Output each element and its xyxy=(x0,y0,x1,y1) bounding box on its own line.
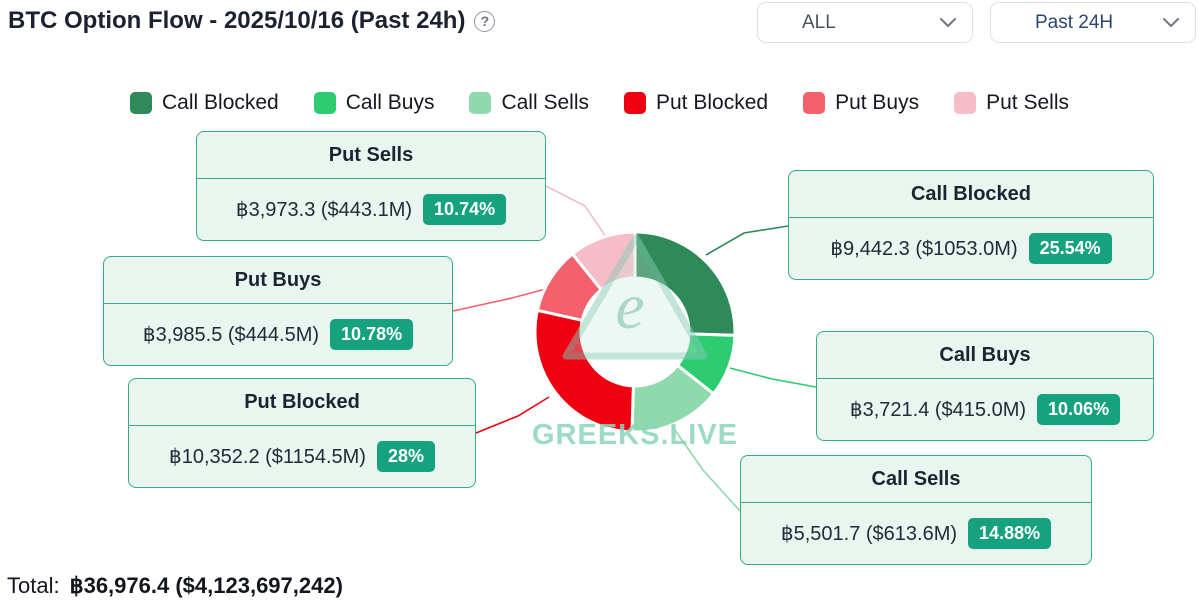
legend-item-put-sells[interactable]: Put Sells xyxy=(954,91,1069,115)
callout-value: ฿3,985.5 ($444.5M) xyxy=(142,324,320,346)
total-label: Total: xyxy=(7,573,60,598)
callout-title: Put Buys xyxy=(104,257,452,304)
callout-value: ฿5,501.7 ($613.6M) xyxy=(780,523,958,545)
total-row: Total: ฿36,976.4 ($4,123,697,242) xyxy=(7,573,343,599)
callout-percent-badge: 25.54% xyxy=(1028,233,1112,264)
legend-label: Call Blocked xyxy=(162,91,279,114)
callout-put-sells: Put Sells ฿3,973.3 ($443.1M) 10.74% xyxy=(196,131,546,241)
callout-title: Put Sells xyxy=(197,132,545,179)
callout-percent-badge: 10.06% xyxy=(1037,394,1121,425)
help-icon[interactable]: ? xyxy=(474,10,496,32)
filter-dropdown-all[interactable]: ALL xyxy=(757,2,973,43)
callout-call-sells: Call Sells ฿5,501.7 ($613.6M) 14.88% xyxy=(740,455,1092,565)
callout-body: ฿9,442.3 ($1053.0M) 25.54% xyxy=(789,218,1153,279)
callout-percent-badge: 14.88% xyxy=(968,518,1052,549)
callout-body: ฿10,352.2 ($1154.5M) 28% xyxy=(129,426,475,487)
legend-label: Call Sells xyxy=(501,91,589,114)
donut-segment-call-blocked[interactable] xyxy=(633,230,737,337)
legend-swatch xyxy=(954,92,977,114)
donut-segment-put-blocked[interactable] xyxy=(533,308,635,434)
legend-item-put-buys[interactable]: Put Buys xyxy=(803,91,919,115)
callout-percent-badge: 10.74% xyxy=(423,194,507,225)
callout-call-blocked: Call Blocked ฿9,442.3 ($1053.0M) 25.54% xyxy=(788,170,1154,280)
callout-call-buys: Call Buys ฿3,721.4 ($415.0M) 10.06% xyxy=(816,331,1154,441)
legend-label: Put Sells xyxy=(986,91,1069,114)
callout-title: Call Sells xyxy=(741,456,1091,503)
callout-percent-badge: 28% xyxy=(376,441,435,472)
chevron-down-icon xyxy=(1163,18,1179,27)
legend-swatch xyxy=(623,92,646,114)
total-value: ฿36,976.4 ($4,123,697,242) xyxy=(69,573,343,598)
page-title-text: BTC Option Flow - 2025/10/16 (Past 24h) xyxy=(8,7,466,34)
legend-item-call-sells[interactable]: Call Sells xyxy=(469,91,589,115)
callout-body: ฿3,973.3 ($443.1M) 10.74% xyxy=(197,179,545,240)
callout-value: ฿10,352.2 ($1154.5M) xyxy=(169,446,366,468)
callout-value: ฿9,442.3 ($1053.0M) xyxy=(830,238,1018,260)
legend-label: Put Buys xyxy=(835,91,920,114)
filter-dropdown-timeframe[interactable]: Past 24H xyxy=(990,2,1196,43)
legend-item-put-blocked[interactable]: Put Blocked xyxy=(623,91,769,115)
callout-body: ฿5,501.7 ($613.6M) 14.88% xyxy=(741,503,1091,564)
callout-title: Put Blocked xyxy=(129,379,475,426)
legend-swatch xyxy=(803,92,826,114)
legend-swatch xyxy=(130,92,153,114)
donut-chart xyxy=(515,212,755,452)
legend-item-call-buys[interactable]: Call Buys xyxy=(313,91,435,115)
legend-label: Put Blocked xyxy=(655,91,769,114)
legend-label: Call Buys xyxy=(345,91,435,114)
dropdown-value: ALL xyxy=(802,11,836,33)
callout-body: ฿3,985.5 ($444.5M) 10.78% xyxy=(104,304,452,365)
callout-title: Call Blocked xyxy=(789,171,1153,218)
legend-swatch xyxy=(313,92,336,114)
chevron-down-icon xyxy=(940,18,956,27)
callout-value: ฿3,721.4 ($415.0M) xyxy=(849,399,1027,421)
legend-swatch xyxy=(469,92,492,114)
dropdown-value: Past 24H xyxy=(1035,11,1114,33)
chart-legend: Call Blocked Call Buys Call Sells Put Bl… xyxy=(0,91,1199,115)
callout-body: ฿3,721.4 ($415.0M) 10.06% xyxy=(817,379,1153,440)
callout-value: ฿3,973.3 ($443.1M) xyxy=(235,199,413,221)
callout-percent-badge: 10.78% xyxy=(330,319,414,350)
callout-title: Call Buys xyxy=(817,332,1153,379)
callout-put-blocked: Put Blocked ฿10,352.2 ($1154.5M) 28% xyxy=(128,378,476,488)
page-title: BTC Option Flow - 2025/10/16 (Past 24h) … xyxy=(8,7,496,35)
legend-item-call-blocked[interactable]: Call Blocked xyxy=(130,91,279,115)
callout-put-buys: Put Buys ฿3,985.5 ($444.5M) 10.78% xyxy=(103,256,453,366)
